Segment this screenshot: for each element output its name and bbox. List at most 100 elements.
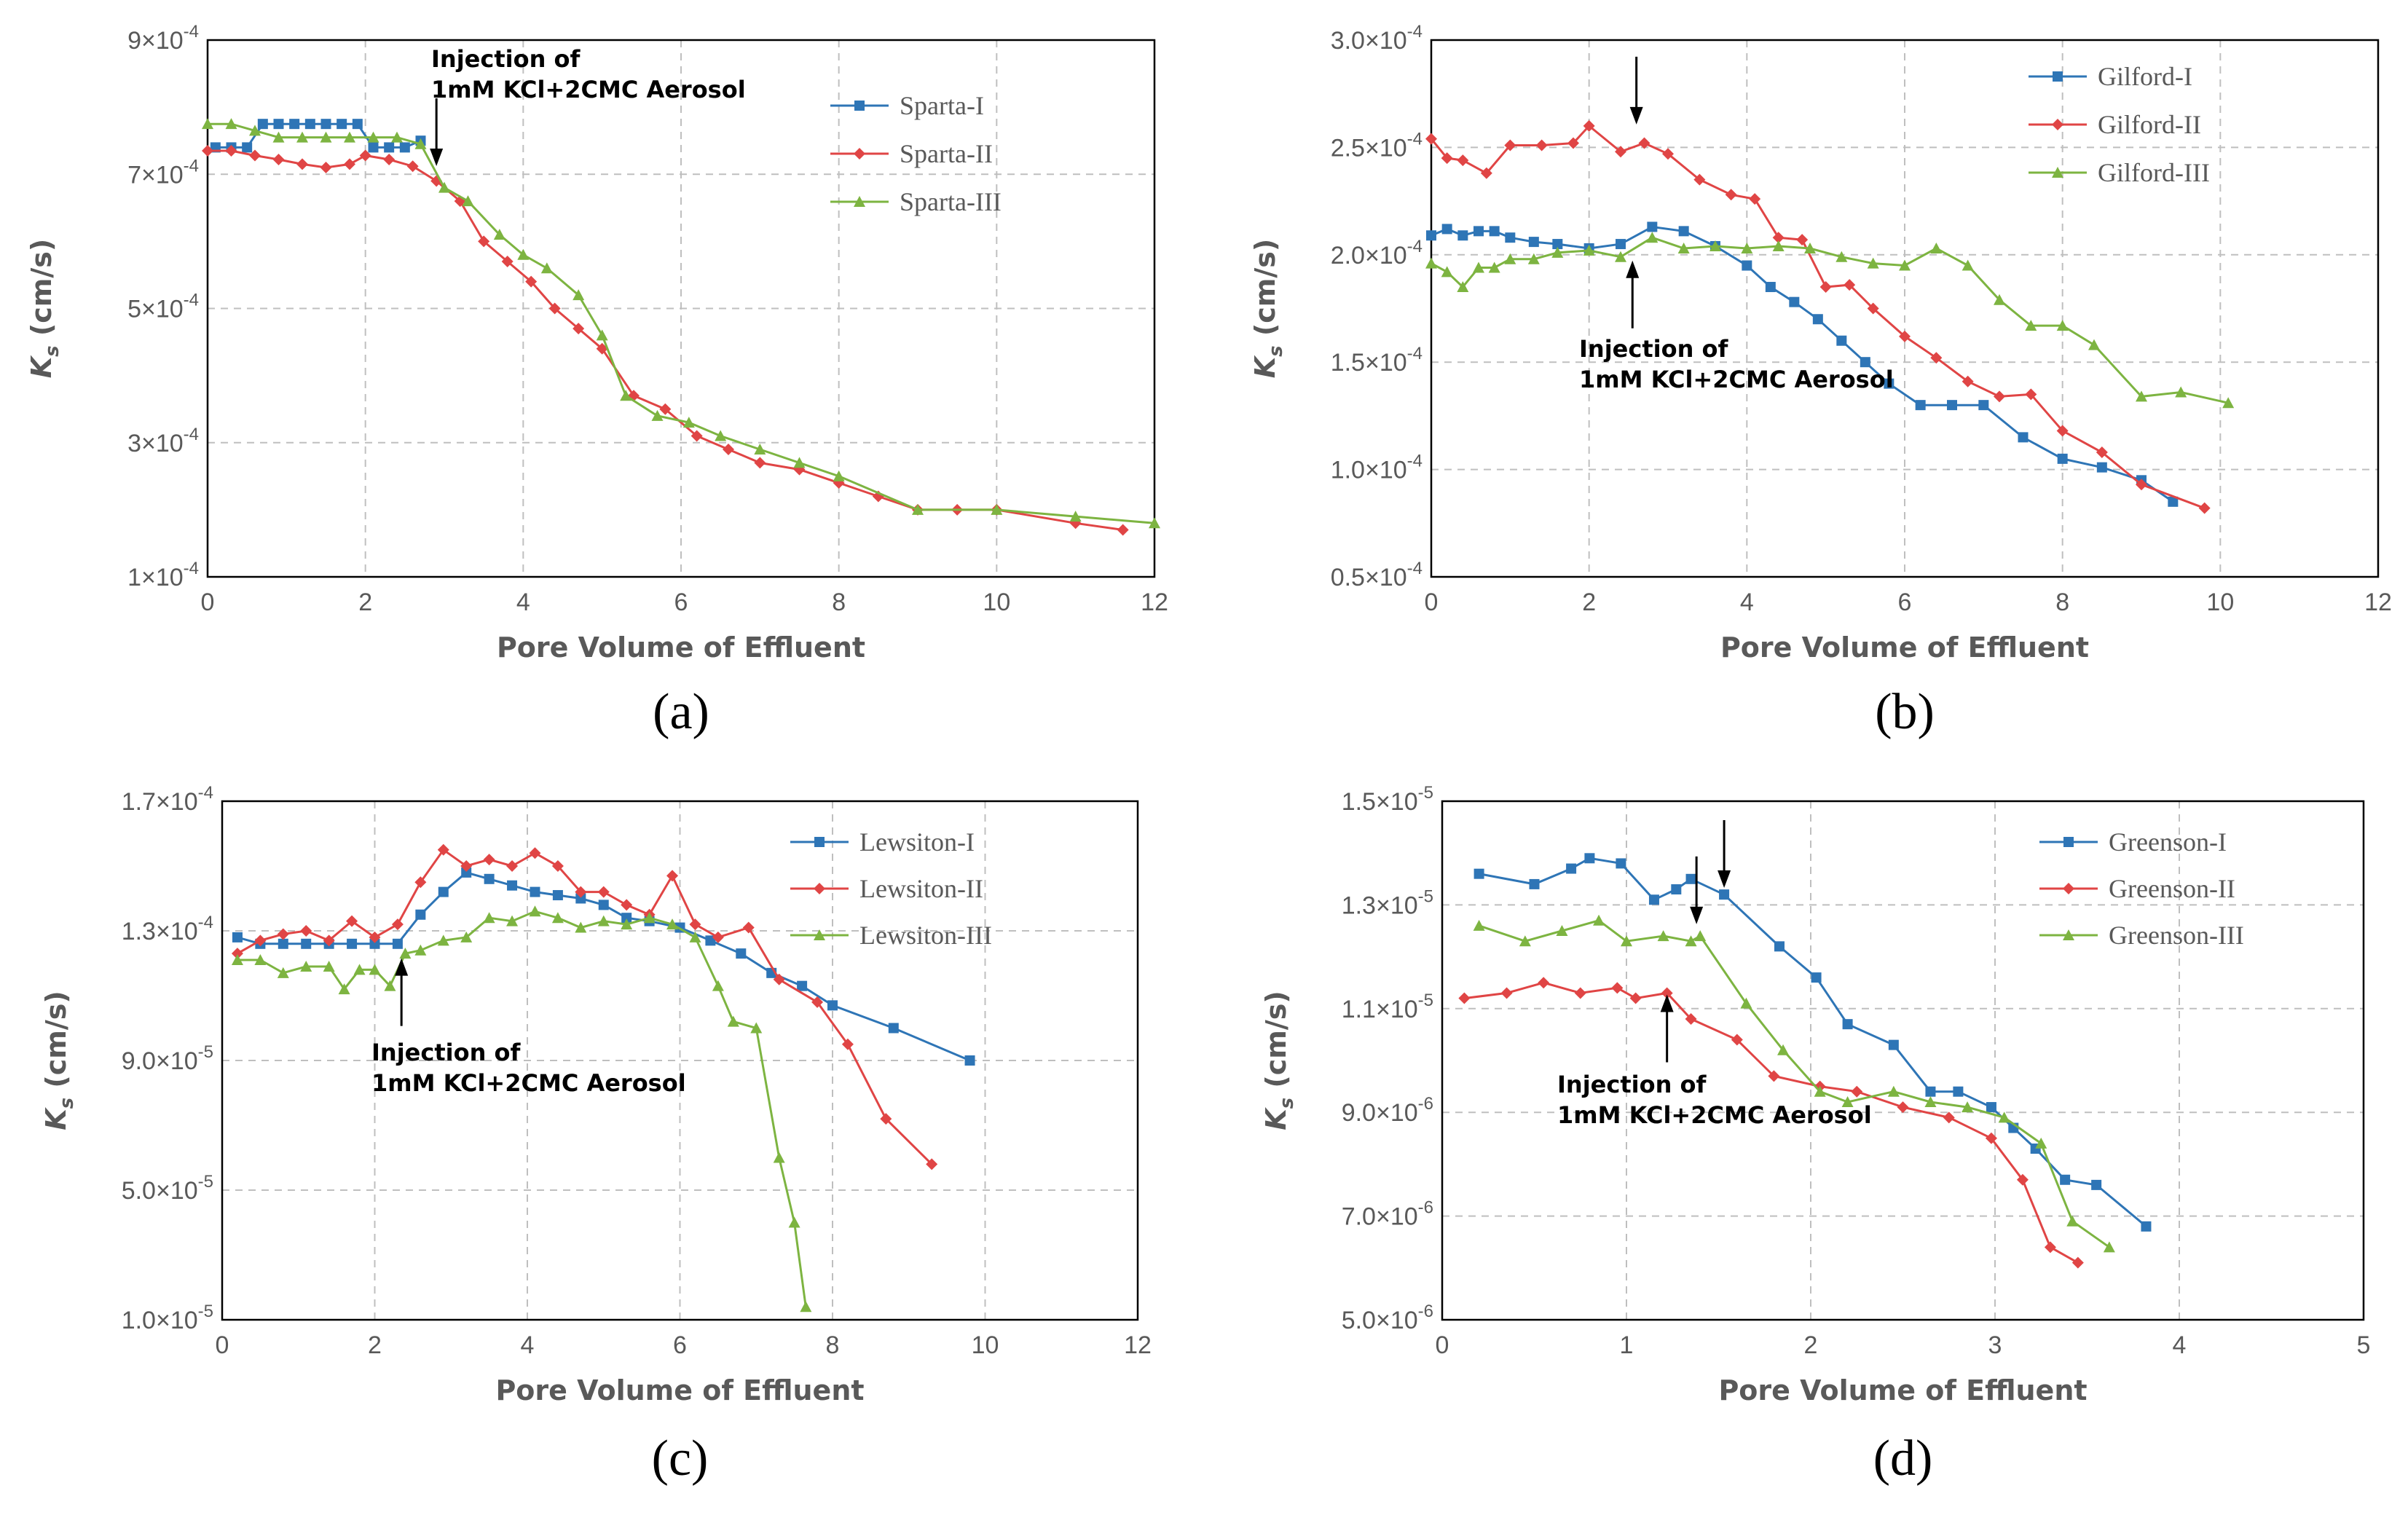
data-point: [2088, 339, 2100, 350]
series-Sparta-I: [210, 119, 426, 153]
data-point: [1897, 1101, 1909, 1114]
data-point: [254, 954, 267, 966]
annotation-arrow: [1660, 994, 1674, 1063]
data-point: [1648, 894, 1659, 905]
data-point: [1117, 524, 1129, 536]
legend-swatch-marker: [2052, 119, 2063, 130]
data-point: [296, 131, 308, 143]
data-point: [414, 876, 427, 889]
legend-entry: Lewsiton-II: [859, 874, 983, 903]
data-point: [1662, 148, 1674, 160]
data-point: [1867, 257, 1879, 269]
series-line: [1430, 124, 2206, 510]
series-line: [1431, 236, 2229, 404]
data-point: [1661, 987, 1673, 999]
data-point: [272, 131, 285, 143]
legend-swatch-marker: [854, 101, 865, 111]
data-point: [1441, 266, 1453, 278]
data-point: [231, 948, 243, 960]
legend-entry: Gilford-II: [2098, 110, 2201, 139]
annotation-arrow: [430, 98, 444, 167]
data-point: [926, 1158, 938, 1170]
annotation-text: Injection of: [1557, 1071, 1707, 1098]
series-line: [208, 122, 1155, 524]
data-point: [1473, 261, 1484, 273]
legend-swatch-marker: [2053, 71, 2063, 82]
data-point: [1069, 511, 1082, 522]
plot-frame: [221, 800, 1139, 1321]
data-point: [1473, 868, 1484, 879]
y-tick-label: 2.5×10-4: [1331, 129, 1423, 162]
data-point: [347, 938, 358, 949]
annotation-arrow: [1690, 856, 1704, 924]
data-point: [277, 967, 289, 978]
data-point: [462, 195, 474, 207]
data-point: [1551, 246, 1564, 258]
data-point: [689, 918, 701, 931]
series-Lewsiton-II: [231, 843, 938, 1170]
data-point: [1426, 230, 1436, 241]
data-point: [2025, 388, 2037, 401]
data-point: [1731, 1034, 1743, 1046]
legend-swatch-marker: [2063, 883, 2074, 894]
x-tick-label: 4: [1740, 589, 1754, 616]
data-point: [1819, 281, 1832, 294]
legend-entry: Greenson-I: [2109, 827, 2227, 857]
data-point: [1925, 1086, 1936, 1097]
data-point: [2056, 320, 2069, 331]
data-point: [1552, 239, 1563, 250]
x-tick-label: 4: [521, 1331, 535, 1359]
data-point: [277, 928, 289, 940]
data-point: [1978, 400, 1989, 411]
data-point: [437, 843, 449, 856]
data-point: [257, 119, 268, 130]
x-tick-label: 8: [826, 1331, 840, 1359]
data-point: [715, 430, 727, 441]
data-point: [573, 323, 585, 335]
y-axis-label: Ks (cm/s): [1260, 991, 1298, 1130]
data-point: [793, 457, 806, 468]
x-tick-label: 8: [2055, 589, 2069, 616]
legend-swatch-marker: [814, 929, 825, 940]
data-point: [682, 417, 695, 428]
data-point: [2103, 1241, 2115, 1253]
y-tick-label: 3.0×10-4: [1331, 22, 1423, 55]
chart-panel-3: 0 2 4 6 8 10 12 1.0×10-5 5.0×10-5 9.0×10-5 1.3×10-…: [40, 783, 1152, 1487]
data-point: [551, 860, 564, 872]
data-point: [1629, 992, 1642, 1004]
x-tick-label: 8: [832, 589, 846, 616]
data-point: [1616, 239, 1626, 250]
data-point: [1480, 167, 1492, 179]
data-point: [1489, 226, 1500, 237]
data-point: [1566, 863, 1577, 874]
arrow-head: [1690, 906, 1704, 924]
legend-entry: Sparta-I: [900, 91, 984, 120]
data-point: [1611, 982, 1624, 994]
data-point: [414, 138, 427, 149]
data-point: [460, 860, 473, 872]
x-tick-label: 0: [201, 589, 215, 616]
data-point: [1535, 139, 1548, 151]
annotation-text: 1mM KCl+2CMC Aerosol: [431, 76, 746, 103]
data-point: [493, 229, 505, 240]
panel-label: (b): [1875, 684, 1935, 740]
data-point: [2018, 432, 2029, 443]
data-point: [369, 938, 380, 949]
data-point: [461, 867, 472, 878]
x-tick-label: 0: [1436, 1331, 1449, 1359]
data-point: [437, 934, 449, 946]
data-point: [1915, 400, 1926, 411]
plot-frame: [1430, 39, 2380, 578]
data-point: [575, 886, 587, 898]
data-point: [888, 1023, 899, 1034]
x-tick-label: 10: [2206, 589, 2234, 616]
y-tick-label: 1.5×10-5: [1342, 783, 1433, 816]
data-point: [2168, 496, 2179, 507]
data-point: [773, 973, 785, 985]
data-point: [1887, 1085, 1900, 1097]
data-point: [359, 149, 371, 162]
data-point: [344, 158, 355, 170]
data-point: [337, 119, 347, 130]
y-tick-label: 1.3×10-4: [122, 913, 213, 945]
data-point: [2071, 1256, 2084, 1269]
